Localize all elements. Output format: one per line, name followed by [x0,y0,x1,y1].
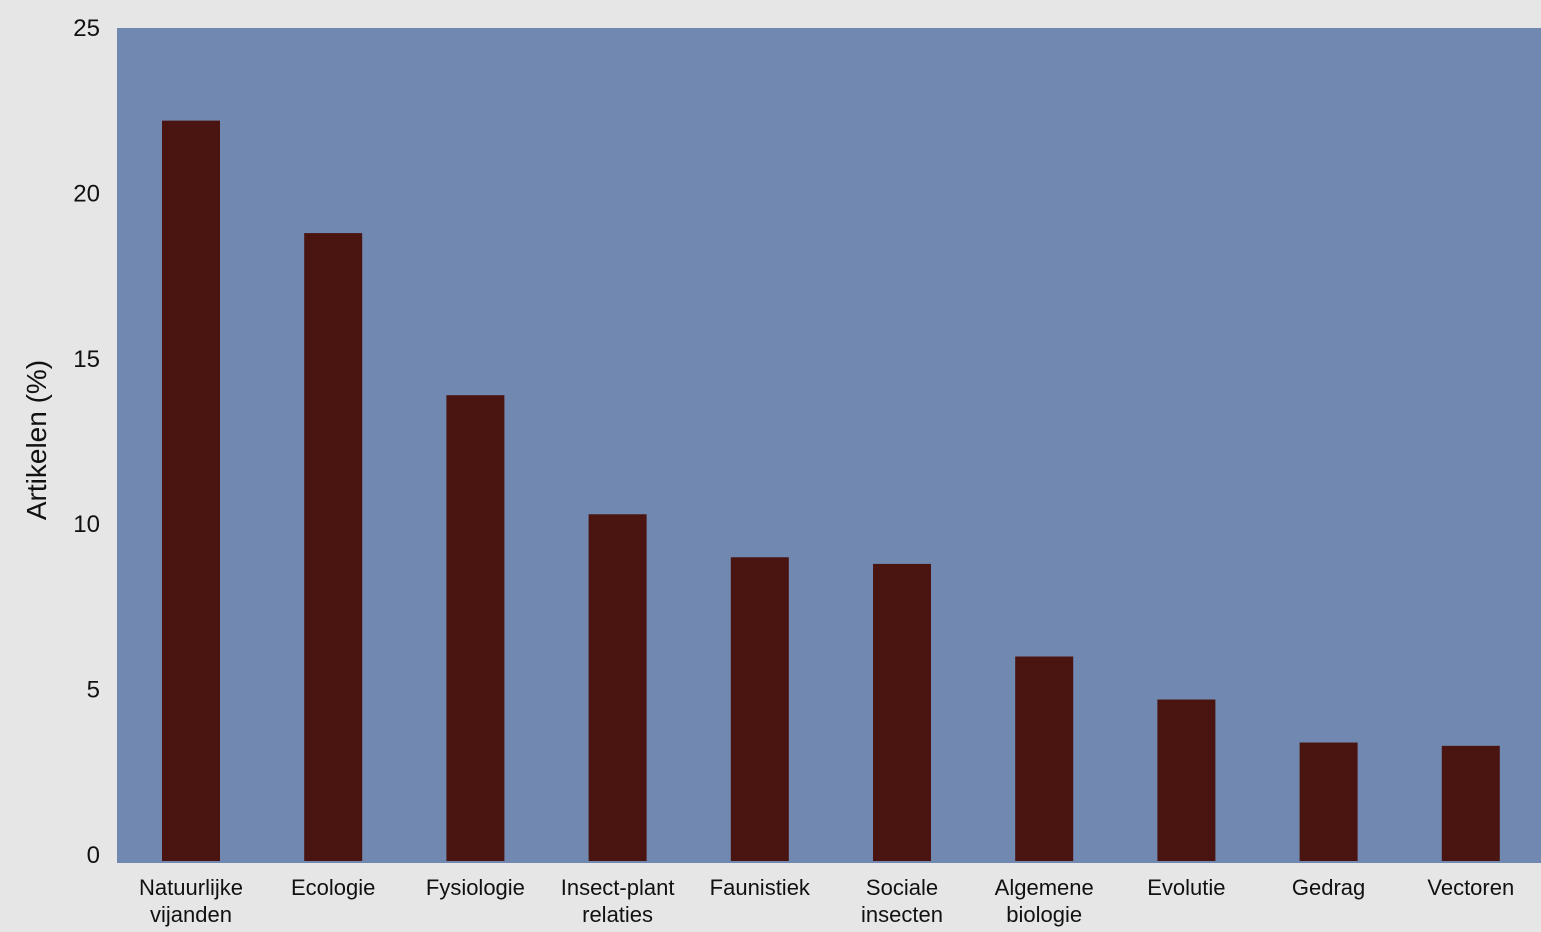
bar-9 [1441,745,1500,861]
x-tick-label-3-1: relaties [582,902,653,927]
bars-group [162,120,1500,861]
bar-5 [873,563,931,861]
bar-0 [162,120,220,861]
y-tick-label-3: 15 [73,346,100,373]
x-tick-label-0-1: vijanden [150,902,232,927]
x-tick-label-2-0: Fysiologie [426,875,525,900]
bar-7 [1157,699,1216,861]
bar-1 [304,233,363,861]
y-tick-label-5: 25 [73,15,100,42]
y-tick-label-0: 0 [87,842,100,869]
x-tick-label-6-0: Algemene [995,875,1094,900]
x-tick-label-6-1: biologie [1006,902,1082,927]
x-tick-label-8-0: Gedrag [1292,875,1365,900]
bar-3 [588,514,647,861]
x-tick-label-5-1: insecten [861,902,943,927]
bar-2 [446,395,505,861]
y-axis-title: Artikelen (%) [21,360,52,520]
y-tick-label-4: 20 [73,180,100,207]
x-tick-label-4-0: Faunistiek [710,875,811,900]
x-tick-label-5-0: Sociale [866,875,938,900]
x-tick-label-1-0: Ecologie [291,875,375,900]
bar-6 [1015,656,1074,861]
x-tick-label-3-0: Insect-plant [561,875,675,900]
x-tick-label-7-0: Evolutie [1147,875,1225,900]
y-tick-label-2: 10 [73,511,100,538]
x-tick-label-0-0: Natuurlijke [139,875,243,900]
x-tick-label-9-0: Vectoren [1427,875,1514,900]
bar-4 [730,557,789,861]
y-axis-ticks: 0 5 10 15 20 25 [73,15,100,869]
bar-8 [1299,742,1358,861]
y-tick-label-1: 5 [87,677,100,704]
